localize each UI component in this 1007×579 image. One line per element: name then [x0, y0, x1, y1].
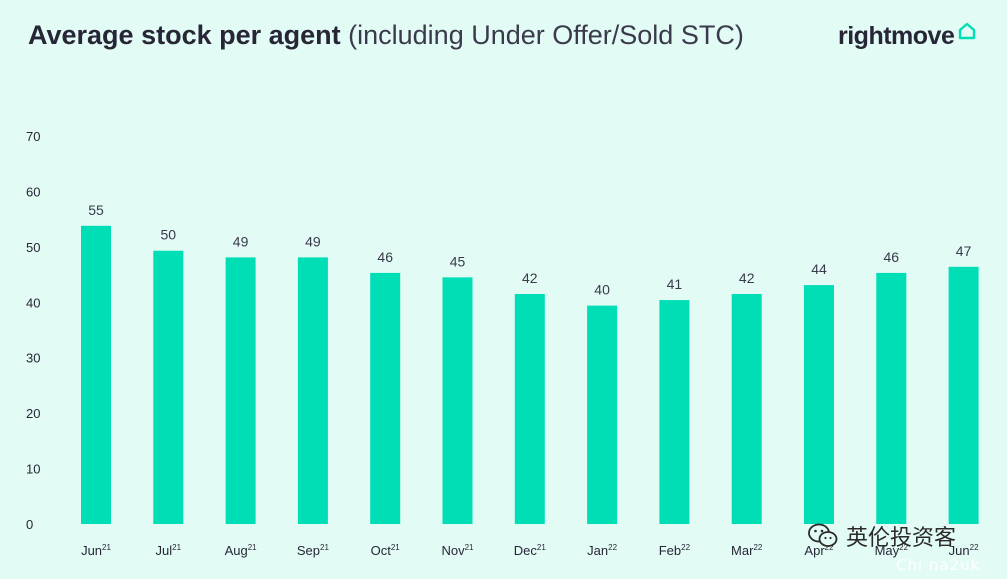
data-label: 40: [594, 282, 610, 298]
logo-text: rightmove: [838, 22, 955, 50]
data-label: 46: [377, 249, 393, 265]
bar: [731, 293, 762, 524]
data-label: 47: [956, 243, 972, 259]
y-tick-label: 40: [26, 295, 40, 310]
bar: [514, 293, 545, 524]
x-tick-label: Apr22: [804, 543, 834, 558]
bar: [297, 257, 328, 524]
data-label: 42: [522, 270, 538, 286]
data-label: 41: [667, 276, 683, 292]
x-tick-label: Aug21: [225, 543, 258, 558]
y-tick-label: 60: [26, 184, 40, 199]
watermark-text: 英伦投资客: [846, 526, 957, 551]
watermark: 英伦投资客: [808, 520, 956, 552]
y-tick-label: 0: [26, 517, 33, 532]
x-tick-label: Feb22: [659, 543, 691, 558]
bar: [153, 250, 184, 525]
x-tick-label: Oct21: [371, 543, 401, 558]
bar: [81, 225, 111, 524]
bar: [587, 305, 618, 524]
x-tick-label: Jan22: [587, 543, 617, 558]
wechat-icon: [808, 523, 838, 547]
y-tick-label: 70: [26, 129, 40, 144]
data-label: 49: [233, 233, 249, 249]
watermark-url: Chi na2uk: [896, 556, 981, 574]
x-tick-label: Jul21: [156, 543, 182, 558]
x-tick-label: Sep21: [297, 543, 330, 558]
x-tick-label: Jun21: [81, 543, 111, 558]
bar: [804, 285, 834, 524]
bar: [225, 257, 256, 524]
rightmove-logo: rightmove: [838, 22, 977, 51]
x-tick-label: May22: [875, 543, 909, 558]
y-tick-label: 10: [26, 462, 40, 477]
data-label: 46: [884, 249, 900, 265]
data-label: 55: [88, 202, 104, 218]
bar: [659, 300, 690, 524]
x-tick-label: Dec21: [514, 543, 547, 558]
data-label: 50: [161, 227, 177, 243]
chart-title: Average stock per agent (including Under…: [28, 20, 744, 51]
bar: [876, 272, 907, 524]
x-tick-label: Jun22: [949, 543, 979, 558]
x-tick-label: Mar22: [731, 543, 763, 558]
chart-title-subtitle: (including Under Offer/Sold STC): [348, 20, 744, 50]
x-tick-label: Nov21: [441, 543, 474, 558]
data-label: 45: [450, 253, 466, 269]
data-label: 49: [305, 233, 321, 249]
bar: [948, 266, 979, 524]
bar: [370, 272, 401, 524]
bar: [442, 277, 473, 524]
house-outline-icon: [957, 21, 977, 46]
data-label: 42: [739, 270, 755, 286]
y-tick-label: 50: [26, 240, 40, 255]
data-label: 44: [811, 261, 827, 277]
y-tick-label: 20: [26, 406, 40, 421]
y-tick-label: 30: [26, 351, 40, 366]
chart-title-main: Average stock per agent: [28, 20, 341, 50]
